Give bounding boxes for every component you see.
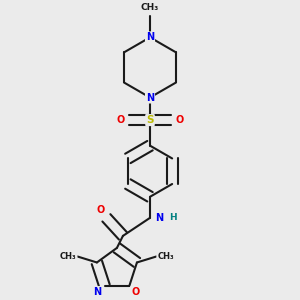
Text: N: N [155,213,163,223]
Text: CH₃: CH₃ [60,252,76,261]
Text: CH₃: CH₃ [141,3,159,12]
Text: N: N [146,92,154,103]
Text: S: S [146,115,154,125]
Text: O: O [131,287,140,297]
Text: CH₃: CH₃ [157,252,174,261]
Text: H: H [169,213,176,222]
Text: O: O [96,205,104,215]
Text: O: O [175,115,183,125]
Text: N: N [146,32,154,42]
Text: N: N [93,287,101,297]
Text: O: O [117,115,125,125]
